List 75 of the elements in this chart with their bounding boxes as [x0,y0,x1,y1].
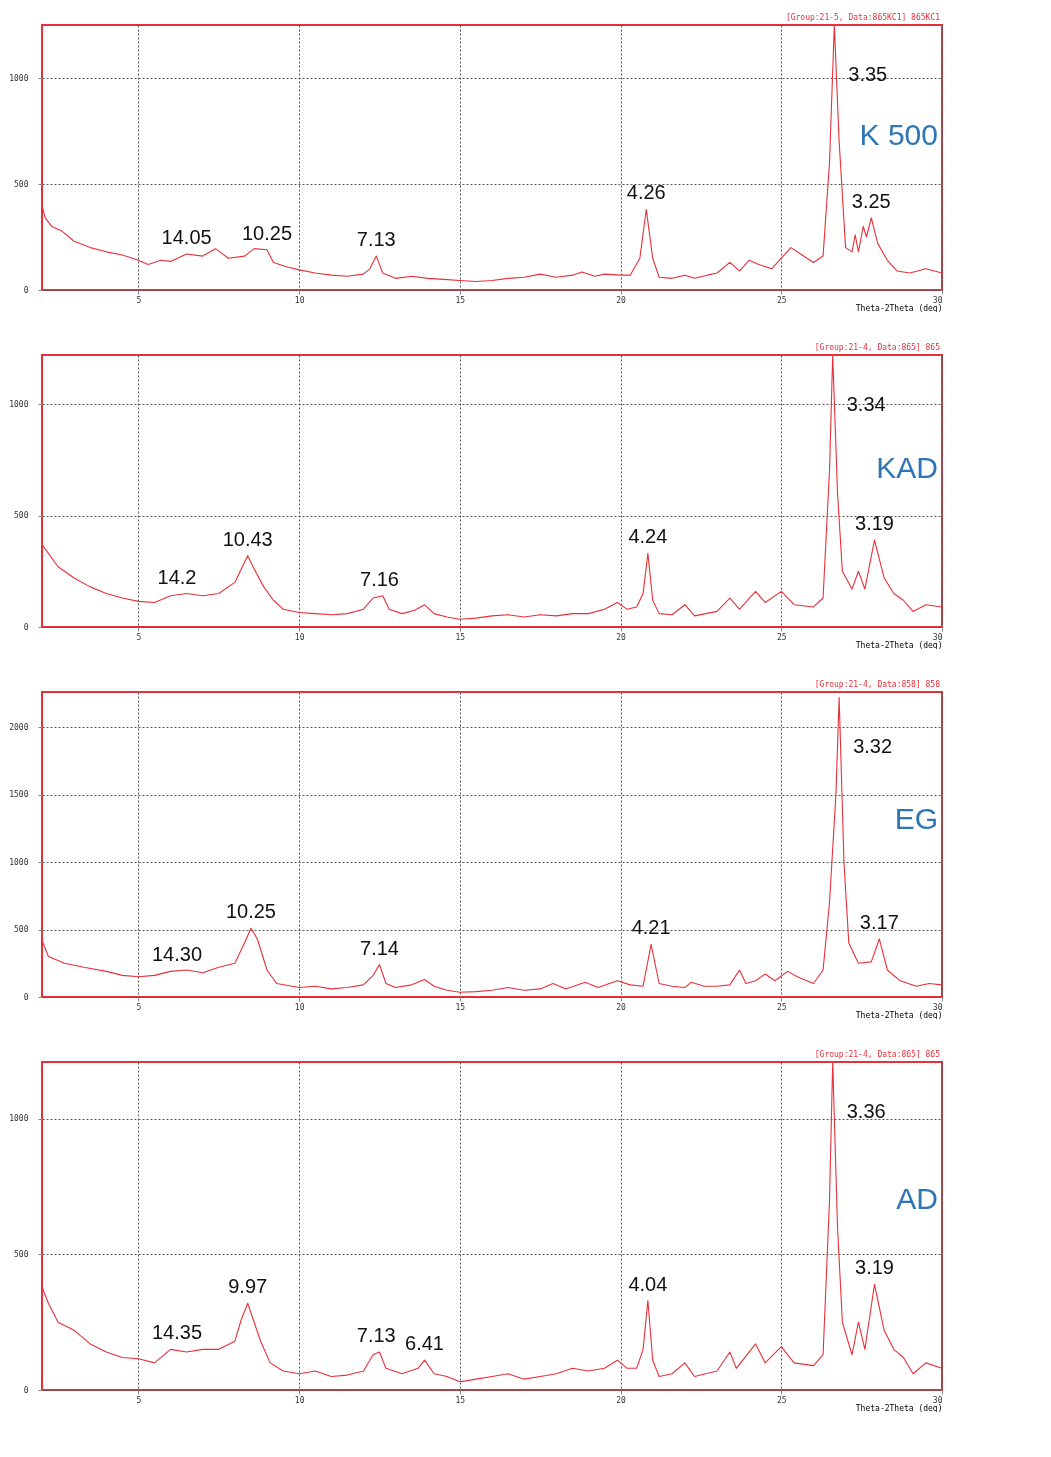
x-tick-label: 20 [616,295,627,305]
y-tick-label: 500 [14,511,29,521]
x-tick-label: 20 [616,632,627,642]
x-tick-label: 15 [455,295,466,305]
text: AD [896,1181,938,1215]
y-tick-label: 1000 [9,73,29,83]
y-tick-label: 0 [23,622,29,632]
annotation: 3.19 [855,512,894,535]
y-tick-label: 1000 [9,857,29,867]
annotation: 3.32 [853,735,893,758]
text: KAD [876,451,938,485]
chart-subtitle: [Group:21-4, Data:865] 865 [814,1050,941,1059]
x-axis-title: Theta-2Theta (deg) [855,1403,943,1413]
x-tick-label: 25 [776,295,787,305]
annotation: 9.97 [228,1275,268,1298]
y-tick-label: 2000 [9,722,29,732]
x-tick-label: 20 [616,1002,627,1012]
y-tick-label: 0 [23,992,29,1002]
x-tick-label: 30 [932,1002,943,1012]
chart-subtitle: [Group:21-4, Data:858] 858 [814,680,941,689]
x-tick-label: 5 [136,1002,142,1012]
y-tick-label: 1000 [9,1114,29,1124]
annotation: 3.36 [846,1100,886,1122]
annotation: 7.13 [356,228,396,251]
annotation: 7.13 [356,1324,396,1347]
annotation: 14.2 [157,565,197,588]
annotation: 14.35 [151,1321,203,1344]
annotation: 4.04 [628,1272,668,1295]
y-tick-label: 500 [14,925,29,935]
annotation: 6.41 [405,1332,444,1355]
text: K 500 [859,118,938,152]
annotation: 7.14 [360,936,399,959]
annotation: 7.16 [360,567,399,590]
y-tick-label: 0 [23,285,29,295]
annotation: 14.30 [151,943,203,966]
annotation: 4.21 [631,916,671,939]
y-tick-label: 1500 [9,790,29,800]
annotation: 10.43 [222,527,273,550]
x-tick-label: 10 [294,1002,305,1012]
annotation: 10.25 [225,900,276,923]
x-axis-title: Theta-2Theta (deg) [855,1010,943,1020]
x-tick-label: 25 [776,1002,787,1012]
x-tick-label: 10 [294,632,305,642]
x-tick-label: 20 [616,1395,627,1405]
annotation: 14.05 [161,225,212,248]
x-tick-label: 25 [776,1395,787,1405]
x-tick-label: 30 [932,295,943,305]
annotation: 3.35 [848,63,888,85]
x-tick-label: 15 [455,1395,466,1405]
x-tick-label: 15 [455,632,466,642]
annotation: 4.26 [626,181,666,204]
x-axis-title: Theta-2Theta (deg) [855,640,943,650]
x-tick-label: 30 [932,1395,943,1405]
x-tick-label: 10 [294,1395,305,1405]
x-tick-label: 5 [136,295,142,305]
x-axis-title: Theta-2Theta (deg) [855,303,943,313]
y-tick-label: 0 [23,1385,29,1395]
annotation: 3.34 [846,393,886,415]
chart-subtitle: [Group:21-5, Data:865KC1] 865KC1 [785,13,941,22]
chart-subtitle: [Group:21-4, Data:865] 865 [814,343,941,352]
x-tick-label: 30 [932,632,943,642]
x-tick-label: 5 [136,632,142,642]
x-tick-label: 15 [455,1002,466,1012]
annotation: 10.25 [241,221,293,244]
y-tick-label: 1000 [9,399,29,409]
text: EG [894,802,938,836]
x-tick-label: 10 [294,295,305,305]
annotation: 3.25 [851,189,891,212]
annotation: 4.24 [628,525,668,548]
y-tick-label: 500 [14,1249,29,1259]
y-tick-label: 500 [14,179,29,189]
annotation: 3.19 [855,1256,894,1279]
annotation: 3.17 [859,910,899,933]
x-tick-label: 25 [776,632,787,642]
x-tick-label: 5 [136,1395,142,1405]
